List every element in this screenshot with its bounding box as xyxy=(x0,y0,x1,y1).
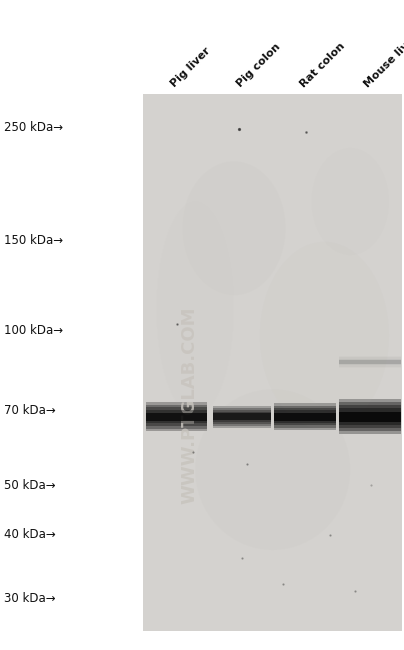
Bar xyxy=(339,399,401,434)
Bar xyxy=(213,411,271,422)
Bar xyxy=(146,413,207,421)
Text: 250 kDa→: 250 kDa→ xyxy=(4,121,63,134)
Ellipse shape xyxy=(195,389,350,550)
Bar xyxy=(339,359,401,364)
Bar xyxy=(339,356,401,368)
Bar xyxy=(274,406,336,428)
Text: 150 kDa→: 150 kDa→ xyxy=(4,235,63,248)
Bar xyxy=(339,408,401,425)
Bar xyxy=(213,410,271,424)
Bar xyxy=(339,411,401,422)
Bar xyxy=(213,408,271,426)
Bar xyxy=(146,408,207,426)
Bar xyxy=(339,359,401,365)
Bar xyxy=(146,405,207,428)
Text: Pig liver: Pig liver xyxy=(169,46,213,89)
Text: Pig colon: Pig colon xyxy=(235,42,283,89)
Bar xyxy=(339,406,401,428)
Bar xyxy=(339,402,401,432)
Bar xyxy=(274,413,336,421)
Text: 40 kDa→: 40 kDa→ xyxy=(4,528,56,541)
Bar xyxy=(213,406,271,428)
Ellipse shape xyxy=(260,242,389,430)
Bar xyxy=(274,408,336,425)
Text: 50 kDa→: 50 kDa→ xyxy=(4,478,56,491)
Bar xyxy=(146,410,207,424)
Text: 100 kDa→: 100 kDa→ xyxy=(4,324,63,337)
Ellipse shape xyxy=(182,161,286,295)
Ellipse shape xyxy=(156,202,234,416)
Text: Rat colon: Rat colon xyxy=(298,40,347,89)
Bar xyxy=(146,402,207,431)
Text: Mouse liver: Mouse liver xyxy=(362,31,404,89)
Bar xyxy=(339,357,401,367)
Bar xyxy=(213,413,271,420)
Bar xyxy=(274,411,336,423)
Bar xyxy=(274,404,336,430)
Bar xyxy=(143,94,402,630)
Bar xyxy=(0,0,143,650)
Text: WWW.PTGLAB.COM: WWW.PTGLAB.COM xyxy=(181,307,199,504)
Text: 30 kDa→: 30 kDa→ xyxy=(4,592,56,605)
Text: 70 kDa→: 70 kDa→ xyxy=(4,404,56,417)
